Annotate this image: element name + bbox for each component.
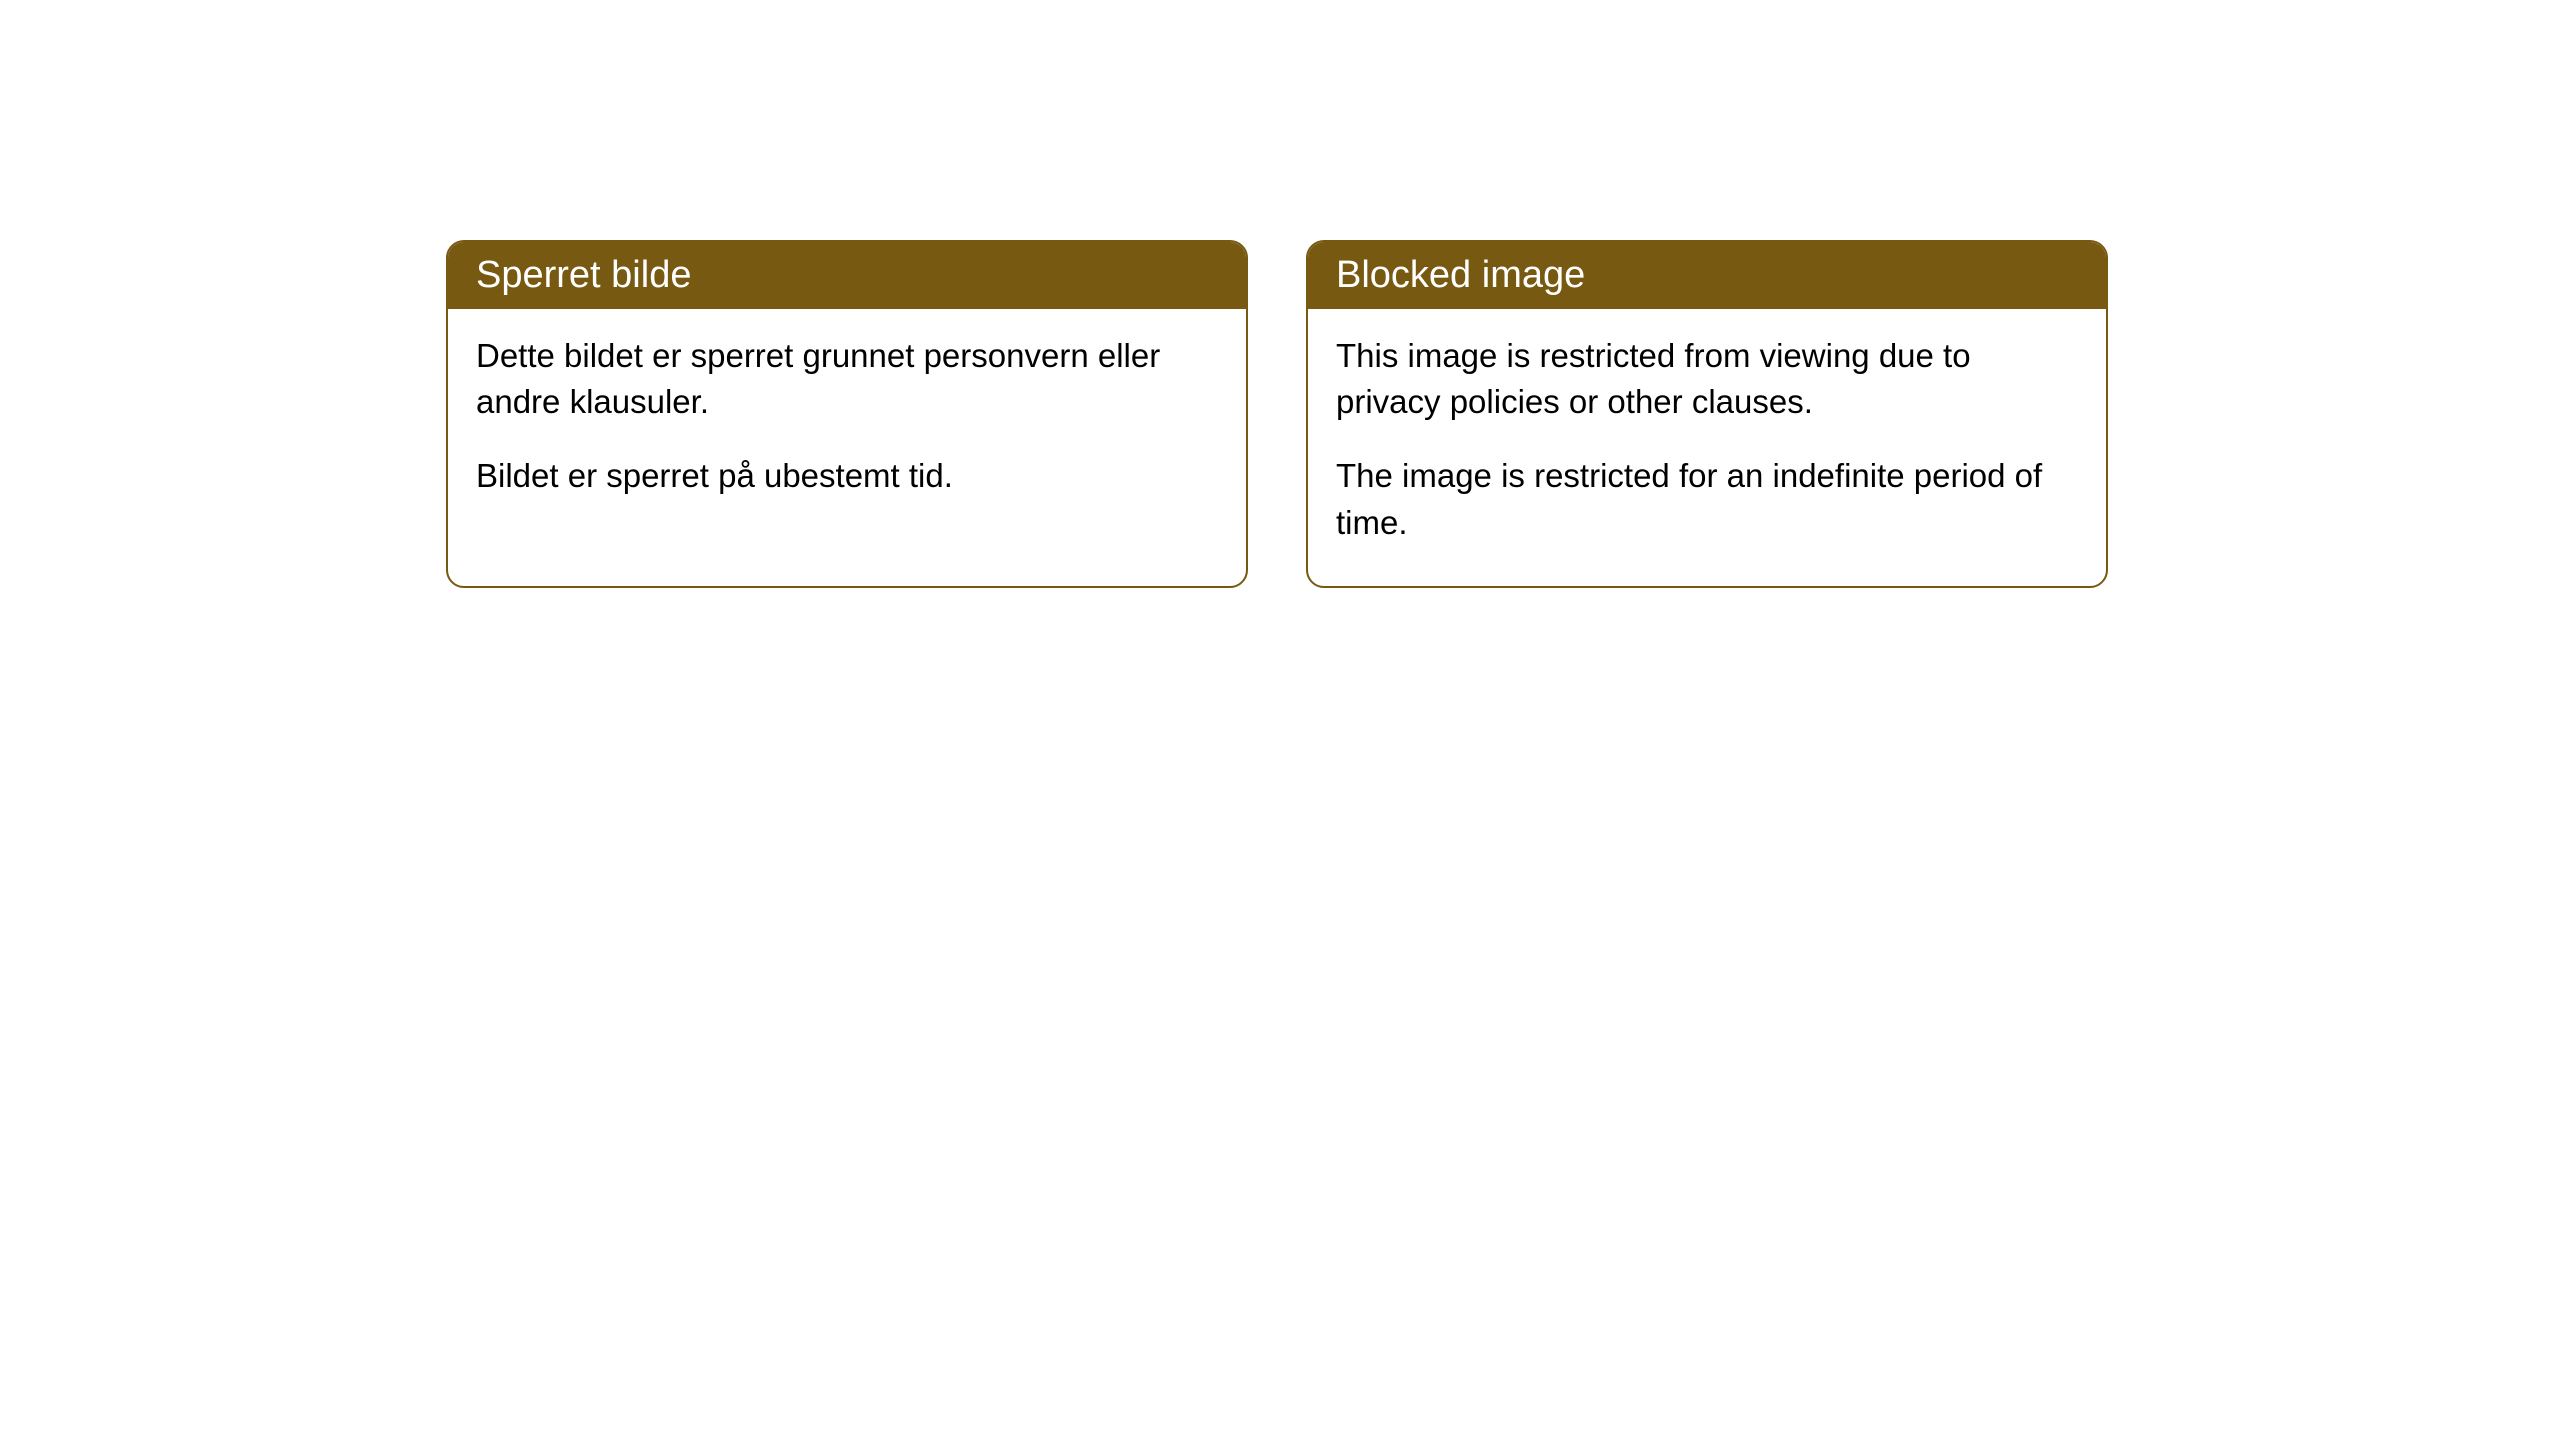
card-title: Sperret bilde <box>476 254 691 296</box>
card-header: Blocked image <box>1308 242 2106 309</box>
blocked-image-card-norwegian: Sperret bilde Dette bildet er sperret gr… <box>446 240 1248 588</box>
card-paragraph-1: Dette bildet er sperret grunnet personve… <box>476 333 1218 425</box>
card-body: This image is restricted from viewing du… <box>1308 309 2106 586</box>
blocked-image-card-english: Blocked image This image is restricted f… <box>1306 240 2108 588</box>
card-title: Blocked image <box>1336 254 1585 296</box>
card-container: Sperret bilde Dette bildet er sperret gr… <box>0 0 2560 588</box>
card-paragraph-2: The image is restricted for an indefinit… <box>1336 453 2078 545</box>
card-body: Dette bildet er sperret grunnet personve… <box>448 309 1246 540</box>
card-paragraph-1: This image is restricted from viewing du… <box>1336 333 2078 425</box>
card-header: Sperret bilde <box>448 242 1246 309</box>
card-paragraph-2: Bildet er sperret på ubestemt tid. <box>476 453 1218 499</box>
